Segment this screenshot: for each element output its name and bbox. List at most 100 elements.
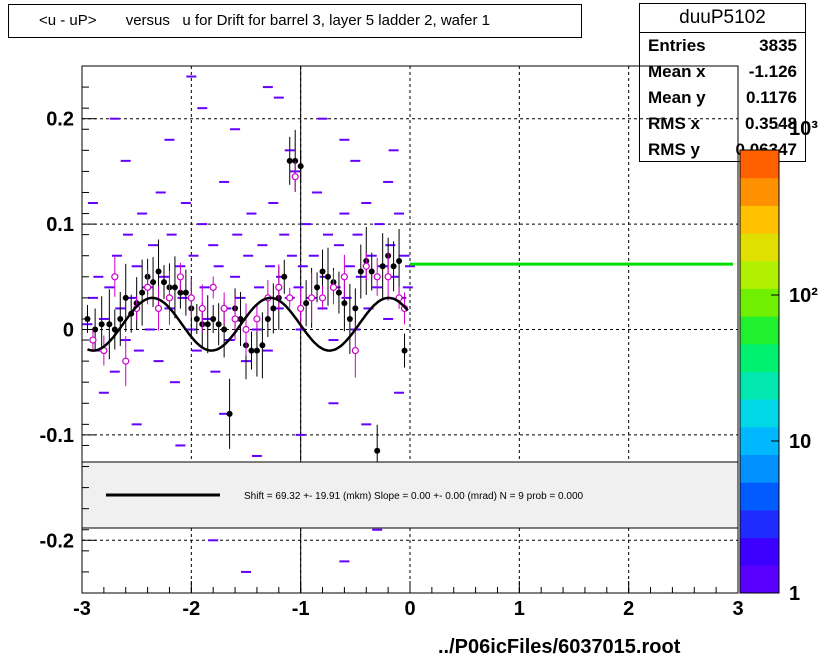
- stats-label: Mean y: [648, 88, 706, 107]
- profile-point: [106, 321, 113, 328]
- colorbar-segment: [740, 399, 779, 428]
- fit-summary-text: Shift = 69.32 +- 19.91 (mkm) Slope = 0.0…: [244, 491, 584, 502]
- profile-point: [281, 273, 288, 280]
- profile-point: [270, 305, 277, 312]
- stats-value: -1.126: [748, 62, 797, 81]
- profile-point: [177, 289, 184, 296]
- profile-open-point: [297, 304, 305, 313]
- profile-open-point: [154, 304, 163, 313]
- profile-point: [396, 257, 403, 264]
- profile-point: [248, 347, 255, 354]
- fit-legend: Shift = 69.32 +- 19.91 (mkm) Slope = 0.0…: [81, 461, 739, 529]
- profile-open-point: [242, 325, 250, 334]
- colorbar-segment: [740, 288, 779, 317]
- colorbar-label: 10²: [789, 285, 818, 307]
- profile-point: [221, 326, 228, 333]
- profile-point: [319, 268, 326, 275]
- colorbar-segment: [740, 343, 779, 372]
- profile-point: [303, 300, 310, 307]
- profile-open-point: [253, 315, 261, 323]
- profile-point: [374, 447, 381, 454]
- profile-point: [335, 289, 342, 296]
- colorbar-segment: [740, 565, 779, 594]
- profile-open-point: [340, 273, 348, 281]
- profile-point: [139, 289, 146, 296]
- profile-point: [325, 273, 331, 280]
- profile-point: [150, 279, 157, 286]
- profile-point: [237, 315, 244, 322]
- profile-open-point: [275, 283, 283, 291]
- profile-open-point: [176, 273, 184, 281]
- stats-value: 0.3548: [745, 114, 797, 133]
- profile-open-point: [308, 294, 316, 302]
- stats-row-rms-x: RMS x 0.3548: [640, 111, 805, 137]
- profile-open-point: [291, 173, 299, 181]
- profile-open-point: [144, 283, 152, 291]
- profile-open-point: [198, 304, 206, 313]
- stats-label: RMS y: [648, 140, 700, 159]
- stats-value: 3835: [759, 36, 797, 55]
- stats-row-mean-y: Mean y 0.1176: [640, 85, 805, 111]
- profile-open-point: [384, 273, 392, 281]
- stats-row-entries: Entries 3835: [640, 33, 805, 59]
- profile-open-point: [111, 273, 119, 281]
- profile-open-point: [329, 283, 338, 291]
- plot-title: <u - uP> versus u for Drift for barrel 3…: [8, 4, 582, 38]
- profile-point: [253, 347, 260, 354]
- profile-point: [210, 315, 217, 322]
- y-tick-label: 0.2: [46, 109, 74, 131]
- stats-box: duuP5102 Entries 3835 Mean x -1.126 Mean…: [639, 3, 806, 162]
- profile-open-point: [351, 346, 359, 355]
- colorbar-label: 10³: [789, 118, 818, 140]
- x-tick-label: -1: [292, 598, 310, 620]
- profile-open-point: [286, 294, 294, 302]
- profile-point: [155, 268, 162, 275]
- colorbar-segment: [740, 233, 779, 262]
- profile-point: [286, 157, 293, 164]
- profile-point: [215, 321, 222, 328]
- axis-layer: -3 -2 -1 0 1 2 3 -0.2 -0.1 0 0.1 0.2: [40, 65, 744, 620]
- profile-open-point: [209, 283, 217, 291]
- colorbar-segment: [740, 150, 779, 179]
- profile-point: [122, 294, 129, 301]
- profile-point: [204, 321, 211, 328]
- colorbar-frame: [739, 149, 780, 594]
- x-tick-label: -2: [182, 598, 200, 620]
- profile-point: [352, 305, 359, 312]
- profile-point: [264, 315, 271, 322]
- colorbar-segment: [740, 177, 779, 206]
- profile-point: [341, 300, 348, 307]
- colorbar-label: 10: [789, 431, 811, 453]
- profile-open-point: [165, 294, 174, 302]
- colorbar-segment: [740, 509, 779, 539]
- profile-point: [379, 263, 386, 270]
- profile-point: [226, 410, 233, 417]
- y-tick-label: 0: [63, 320, 74, 342]
- profile-open-point: [220, 304, 228, 313]
- profile-open-point: [89, 336, 97, 344]
- x-tick-label: -3: [73, 598, 91, 620]
- y-tick-label: -0.1: [40, 425, 74, 447]
- profile-point: [297, 163, 304, 170]
- file-path-label: ../P06icFiles/6037015.root: [438, 636, 681, 658]
- colorbar-segment: [740, 371, 779, 400]
- stats-name: duuP5102: [640, 4, 805, 33]
- profile-point: [111, 326, 118, 333]
- colorbar-segment: [740, 454, 779, 483]
- colorbar-label: 1: [789, 583, 800, 605]
- colorbar-segment: [740, 260, 779, 289]
- profile-point: [193, 315, 200, 322]
- profile-point: [314, 284, 321, 291]
- profile-open-point: [373, 273, 381, 281]
- x-tick-label: 3: [732, 598, 743, 620]
- stats-row-mean-x: Mean x -1.126: [640, 59, 805, 85]
- profile-point: [171, 284, 178, 291]
- fit-curve: [87, 296, 409, 352]
- profile-point: [292, 157, 299, 164]
- profile-open-point: [122, 357, 130, 365]
- profile-open-point: [362, 262, 370, 270]
- x-tick-label: 0: [404, 598, 415, 620]
- profile-point: [182, 289, 189, 296]
- colorbar-segment: [740, 482, 779, 511]
